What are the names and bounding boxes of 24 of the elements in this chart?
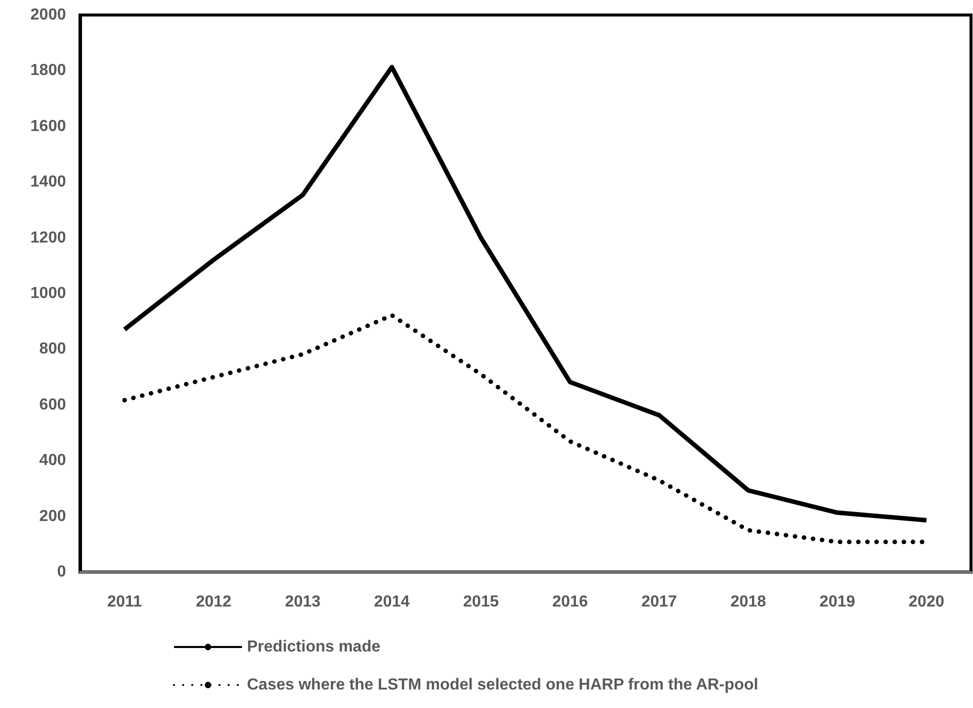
x-tick-label: 2019 bbox=[820, 594, 856, 610]
x-tick-label: 2016 bbox=[552, 594, 588, 610]
x-tick-label: 2018 bbox=[730, 594, 766, 610]
y-tick-label: 1800 bbox=[30, 62, 66, 80]
x-tick-label: 2015 bbox=[463, 594, 499, 610]
x-tick-label: 2014 bbox=[374, 594, 410, 610]
y-tick-label: 1400 bbox=[30, 174, 66, 191]
y-tick-label: 400 bbox=[39, 452, 66, 470]
x-tick-label: 2017 bbox=[641, 594, 678, 610]
legend-label: Predictions made bbox=[247, 638, 380, 656]
x-tick-label: 2012 bbox=[196, 594, 232, 610]
x-tick-label: 2011 bbox=[107, 594, 142, 610]
y-tick-label: 0 bbox=[57, 564, 66, 580]
y-tick-label: 600 bbox=[39, 396, 66, 414]
y-tick-label: 1000 bbox=[30, 285, 66, 302]
y-tick-label: 800 bbox=[39, 340, 66, 358]
y-tick-label: 1200 bbox=[30, 229, 66, 246]
x-tick-label: 2020 bbox=[908, 594, 944, 610]
x-tick-label: 2013 bbox=[284, 594, 321, 610]
y-tick-label: 1600 bbox=[30, 118, 66, 135]
y-tick-label: 200 bbox=[39, 508, 66, 525]
legend-label: Cases where the LSTM model selected one HARP from the AR-pool bbox=[247, 676, 758, 694]
line-series bbox=[122, 64, 929, 522]
y-tick-label: 2000 bbox=[30, 6, 66, 24]
